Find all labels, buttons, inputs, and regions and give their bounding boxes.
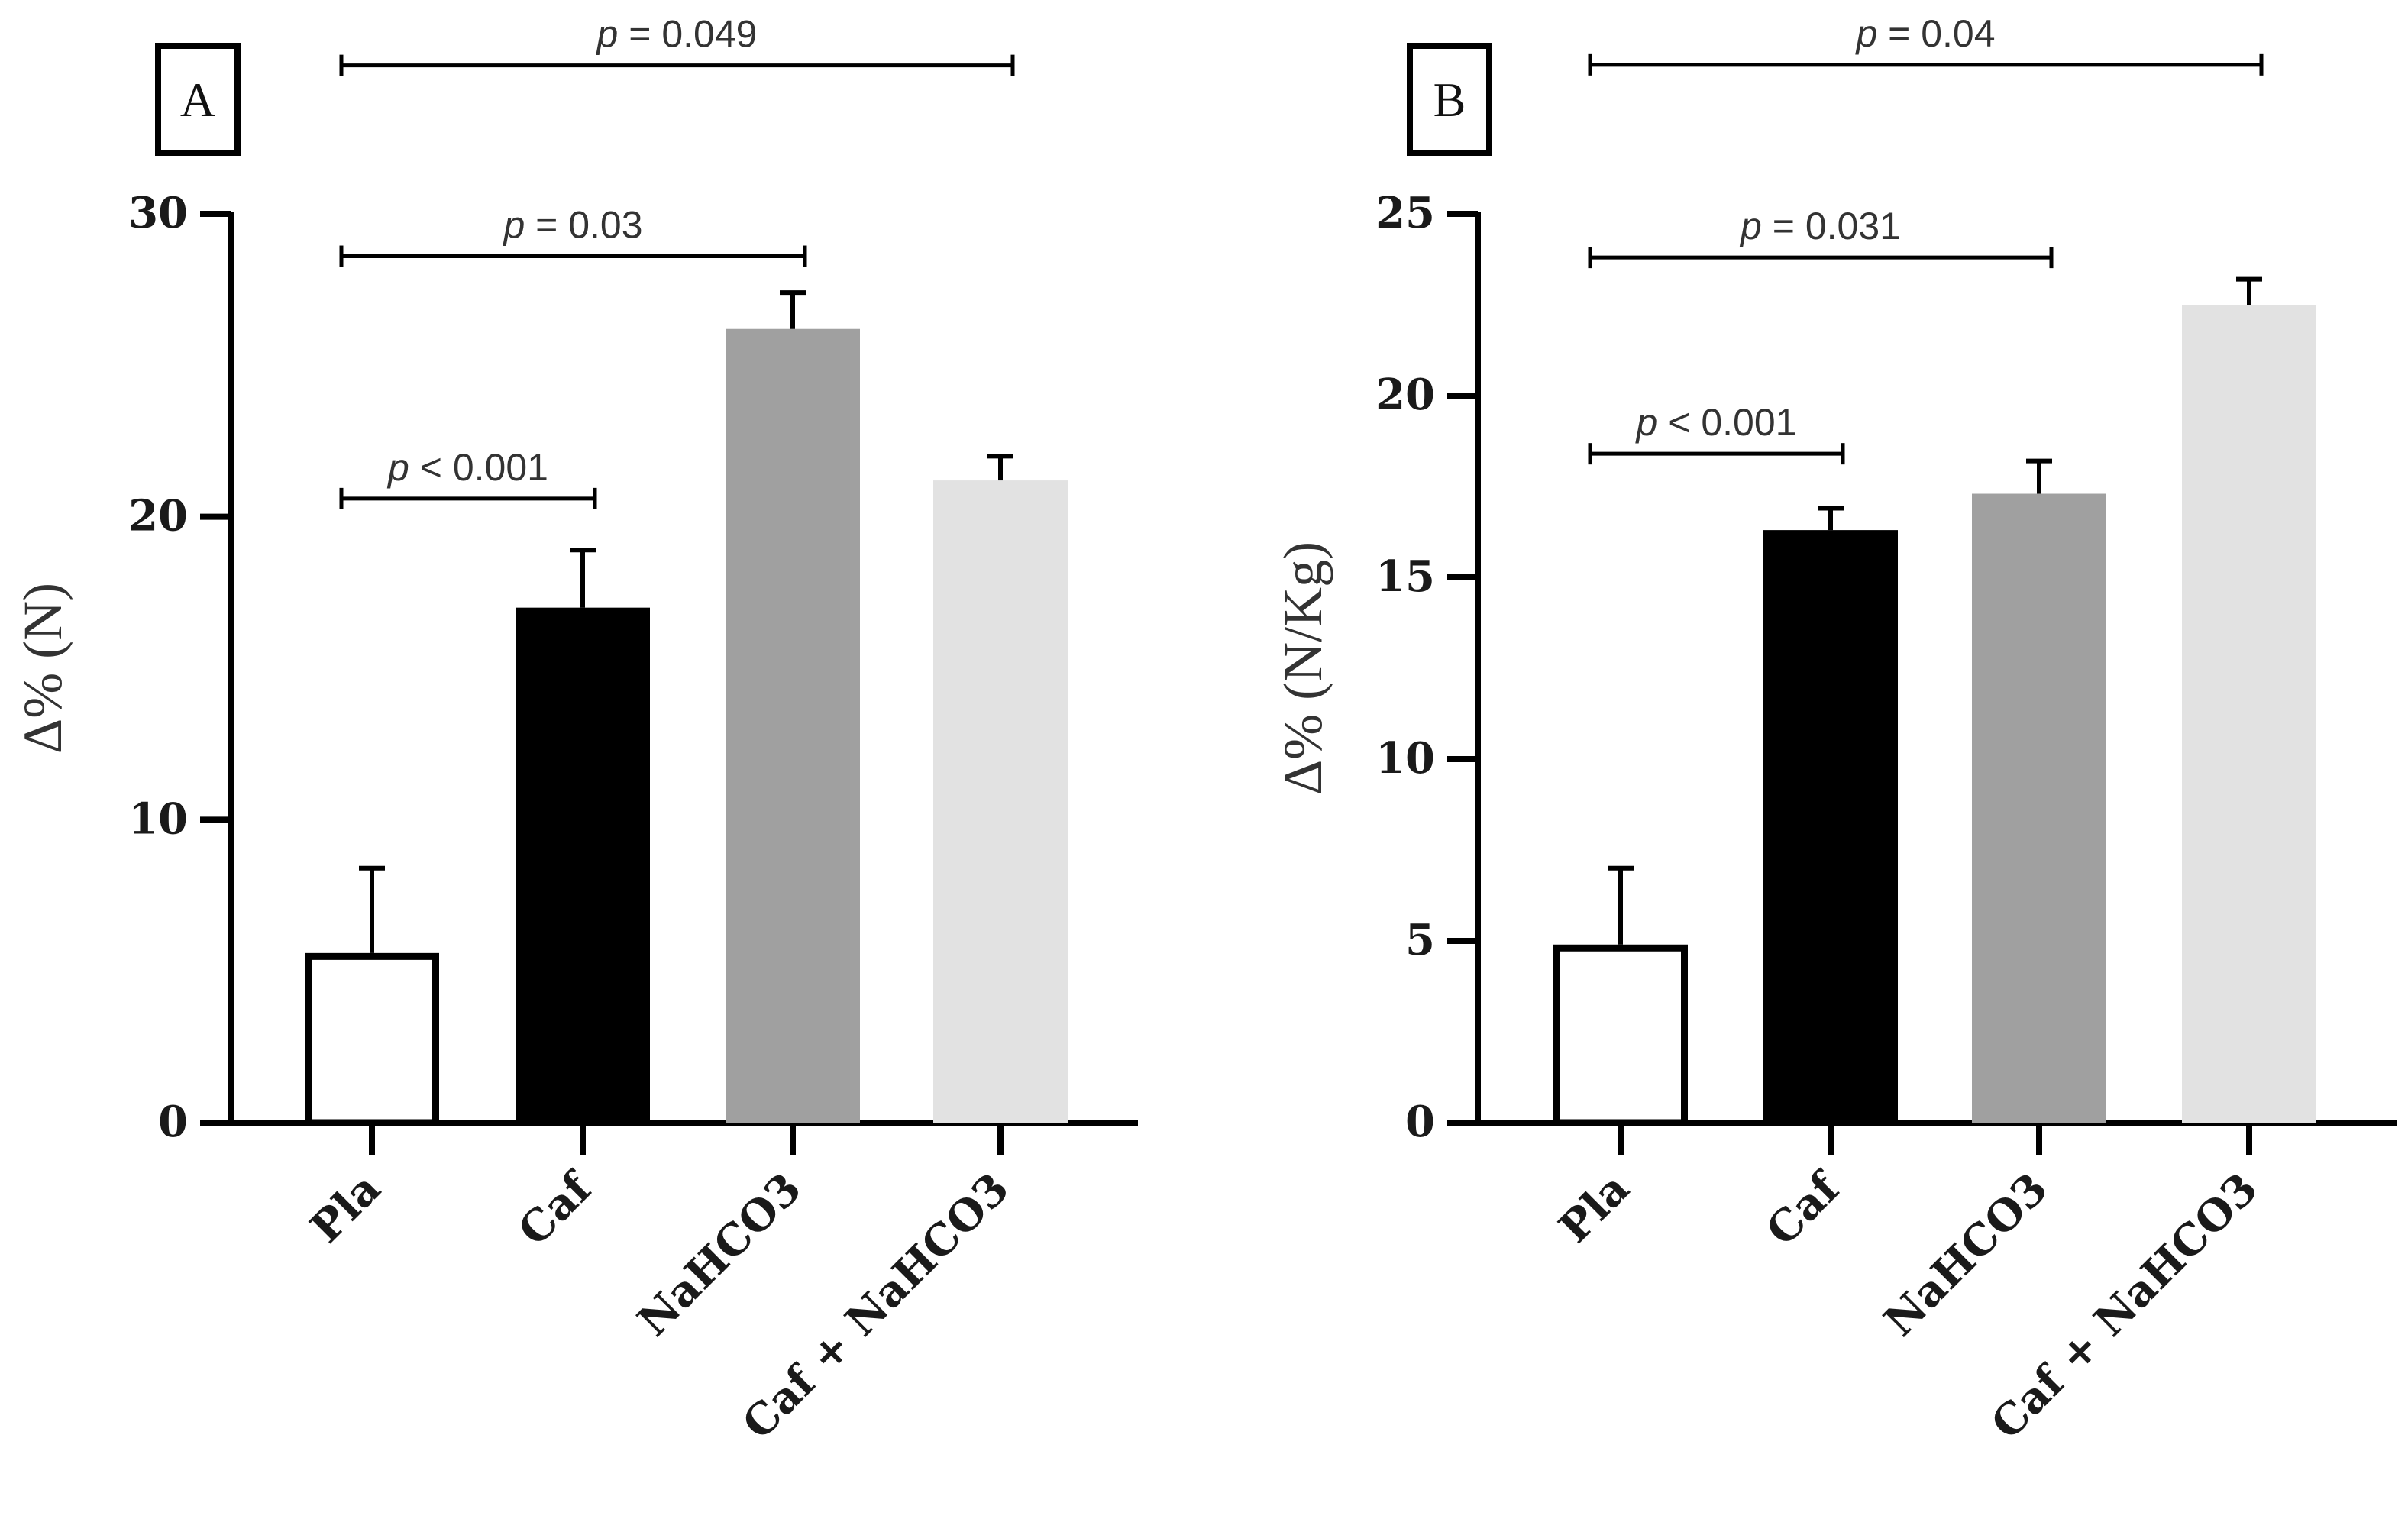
- y-tick-label: 10: [1375, 733, 1435, 784]
- bar: [1553, 944, 1688, 1126]
- bar: [305, 952, 439, 1126]
- panel-label: B: [1433, 73, 1466, 127]
- p-value-label: p = 0.04: [1854, 12, 1995, 55]
- panel-label: A: [180, 73, 215, 127]
- y-axis-title: Δ% (N): [12, 583, 73, 754]
- bar: [933, 480, 1068, 1123]
- panel-label-box: [1407, 43, 1492, 156]
- x-category-label: Caf: [509, 1161, 603, 1256]
- p-value-label: p = 0.049: [596, 13, 758, 56]
- p-value-label: p < 0.001: [1635, 401, 1797, 444]
- x-category-label: Pla: [1550, 1163, 1639, 1252]
- y-tick-label: 30: [128, 188, 188, 238]
- bar: [726, 328, 860, 1123]
- p-value-label: p < 0.001: [386, 446, 548, 489]
- y-tick-label: 0: [1405, 1097, 1435, 1147]
- y-tick-label: 20: [1375, 370, 1435, 420]
- y-tick-label: 25: [1375, 188, 1435, 238]
- y-tick-label: 0: [158, 1097, 188, 1147]
- bar: [516, 607, 650, 1123]
- y-tick-label: 5: [1405, 915, 1435, 965]
- p-value-label: p = 0.03: [502, 204, 642, 247]
- bar: [1763, 530, 1898, 1123]
- x-category-label: Pla: [301, 1163, 390, 1252]
- panel-label-box: [155, 43, 241, 156]
- bar: [1972, 493, 2106, 1123]
- p-value-label: p = 0.031: [1739, 205, 1901, 247]
- x-category-label: NaHCO3: [1874, 1163, 2057, 1346]
- bar: [2182, 305, 2316, 1123]
- y-tick-label: 20: [128, 491, 188, 541]
- y-axis-title: Δ% (N/Kg): [1272, 541, 1333, 795]
- x-category-label: Caf: [1757, 1161, 1851, 1256]
- x-category-label: NaHCO3: [628, 1163, 810, 1346]
- y-tick-label: 10: [128, 793, 188, 844]
- y-tick-label: 15: [1375, 551, 1435, 602]
